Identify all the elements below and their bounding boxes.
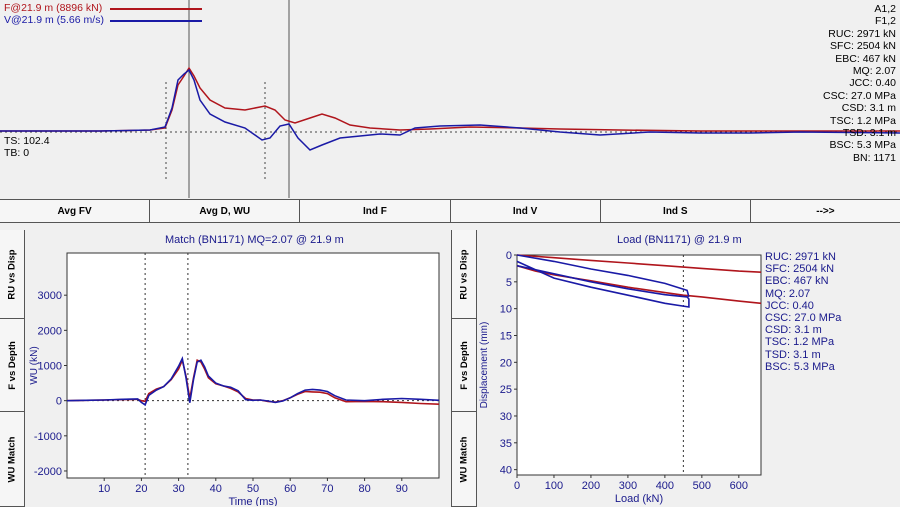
x-axis-label: Time (ms)	[228, 496, 277, 506]
tab-next[interactable]: -->>	[816, 205, 835, 217]
top-stat-item: JCC: 0.40	[849, 77, 896, 90]
load-stat-item: CSC: 27.0 MPa	[765, 312, 842, 325]
top-stat-item: TSD: 3.1 m	[842, 127, 896, 139]
y-tick-label: 15	[500, 330, 512, 342]
series-line-1	[66, 355, 440, 407]
top-stat-item: F1,2	[874, 15, 896, 28]
top-stat-item: TSC: 1.2 MPa	[830, 114, 896, 127]
ts-label: TS: 102.4	[4, 135, 50, 147]
y-tick-label: 10	[500, 304, 512, 316]
x-tick-label: 600	[730, 480, 748, 492]
series-line-0	[516, 254, 762, 273]
x-tick-label: 300	[619, 480, 637, 492]
plot-area	[516, 254, 762, 476]
y-tick-label: 0	[56, 396, 62, 408]
y-tick-label: -2000	[34, 466, 62, 478]
plot-area	[66, 252, 440, 479]
velocity-trace	[0, 68, 900, 151]
load-stat-item: TSC: 1.2 MPa	[765, 336, 835, 349]
load-chart: 0 100 200 300 400 500 600 0 5 10 15 20 25 30 35 40 Load …	[479, 250, 762, 505]
y-tick-label: 2000	[38, 325, 62, 337]
force-trace	[0, 66, 900, 132]
y-tick-label: -1000	[34, 431, 62, 443]
y-tick-label: 1000	[38, 361, 62, 373]
vtab-left-f-vs-depth[interactable]: F vs Depth	[0, 319, 25, 412]
y-tick-label: 0	[506, 250, 512, 262]
vtab-label: RU vs Disp	[6, 248, 18, 300]
load-chart-title: Load (BN1171) @ 21.9 m	[617, 234, 742, 246]
y-tick-label: 20	[500, 357, 512, 369]
top-stat-item: EBC: 467 kN	[835, 52, 896, 65]
y-tick-label: 3000	[38, 290, 62, 302]
tb-label: TB: 0	[4, 147, 30, 159]
top-stat-item: RUC: 2971 kN	[828, 27, 896, 40]
load-stat-item: MQ: 2.07	[765, 287, 811, 300]
force-velocity-trace	[0, 0, 900, 198]
vtab-label: F vs Depth	[458, 340, 470, 390]
legend-velocity: V@21.9 m (5.66 m/s)	[4, 14, 104, 26]
y-axis-label: WU (kN)	[29, 346, 40, 384]
x-tick-label: 80	[358, 483, 370, 495]
load-stat-item: TSD: 3.1 m	[765, 348, 821, 361]
load-stat-item: RUC: 2971 kN	[765, 251, 836, 263]
x-tick-label: 500	[693, 480, 711, 492]
legend-force: F@21.9 m (8896 kN)	[4, 2, 103, 14]
legend-force-line	[110, 8, 202, 10]
x-tick-label: 40	[210, 483, 222, 495]
y-tick-label: 30	[500, 411, 512, 423]
tab-avg-fv[interactable]: Avg FV	[0, 200, 151, 222]
top-stat-item: A1,2	[874, 3, 896, 15]
tab-avg-d-wu[interactable]: Avg D, WU	[150, 200, 301, 222]
legend-velocity-line	[110, 20, 202, 22]
load-stat-item: BSC: 5.3 MPa	[765, 360, 835, 373]
x-tick-label: 10	[98, 483, 110, 495]
match-chart-title: Match (BN1171) MQ=2.07 @ 21.9 m	[165, 234, 344, 246]
load-stat-item: SFC: 2504 kN	[765, 263, 835, 276]
view-tabs: Avg FV Avg D, WU Ind F Ind V Ind S -->>	[0, 199, 900, 223]
y-axis-label: Displacement (mm)	[479, 322, 490, 409]
x-tick-label: 200	[582, 480, 600, 492]
vtab-left-wu-match[interactable]: WU Match	[0, 412, 25, 507]
series-line-2	[516, 260, 690, 308]
x-tick-label: 70	[321, 483, 333, 495]
tab-ind-s[interactable]: Ind S	[601, 200, 751, 222]
series-line-1	[516, 264, 762, 305]
vtab-label: WU Match	[458, 436, 470, 482]
y-tick-label: 40	[500, 465, 512, 477]
vtab-left-ru-vs-disp[interactable]: RU vs Disp	[0, 230, 25, 319]
top-stat-item: BSC: 5.3 MPa	[829, 139, 896, 152]
top-stat-item: BN: 1171	[853, 151, 896, 164]
x-tick-label: 400	[656, 480, 674, 492]
x-tick-label: 50	[247, 483, 259, 495]
y-tick-label: 25	[500, 384, 512, 396]
top-stat-item: CSD: 3.1 m	[841, 102, 896, 115]
vtab-right-f-vs-depth[interactable]: F vs Depth	[451, 319, 477, 412]
x-axis-label: Load (kN)	[615, 493, 663, 505]
load-stat-item: CSD: 3.1 m	[765, 324, 822, 337]
x-tick-label: 0	[514, 480, 520, 492]
y-tick-label: 35	[500, 438, 512, 450]
vtab-right-wu-match[interactable]: WU Match	[451, 412, 477, 507]
tab-ind-f[interactable]: Ind F	[300, 200, 451, 222]
series-line-3	[516, 254, 690, 298]
top-signal-panel: F@21.9 m (8896 kN) V@21.9 m (5.66 m/s) T…	[0, 0, 900, 198]
top-stat-item: MQ: 2.07	[852, 65, 896, 77]
tab-ind-v[interactable]: Ind V	[451, 200, 601, 222]
y-tick-label: 5	[506, 277, 512, 289]
x-tick-label: 20	[135, 483, 147, 495]
vtab-label: F vs Depth	[6, 340, 18, 390]
x-tick-label: 60	[284, 483, 296, 495]
top-stat-item: SFC: 2504 kN	[830, 40, 896, 53]
load-stat-item: JCC: 0.40	[765, 299, 814, 312]
vtab-right-ru-vs-disp[interactable]: RU vs Disp	[451, 230, 477, 319]
vtab-label: WU Match	[6, 436, 18, 482]
match-chart: 10 20 30 40 50 60 70 80 90 -2000 -1000 0 1000 2000 300…	[29, 252, 440, 506]
vtab-label: RU vs Disp	[458, 248, 470, 300]
x-tick-label: 30	[172, 483, 184, 495]
top-stat-item: CSC: 27.0 MPa	[823, 89, 896, 102]
load-stats-list: RUC: 2971 kN SFC: 2504 kN EBC: 467 kN MQ: 2…	[765, 251, 841, 373]
x-tick-label: 100	[545, 480, 563, 492]
x-tick-label: 90	[396, 483, 408, 495]
load-stat-item: EBC: 467 kN	[765, 275, 829, 288]
